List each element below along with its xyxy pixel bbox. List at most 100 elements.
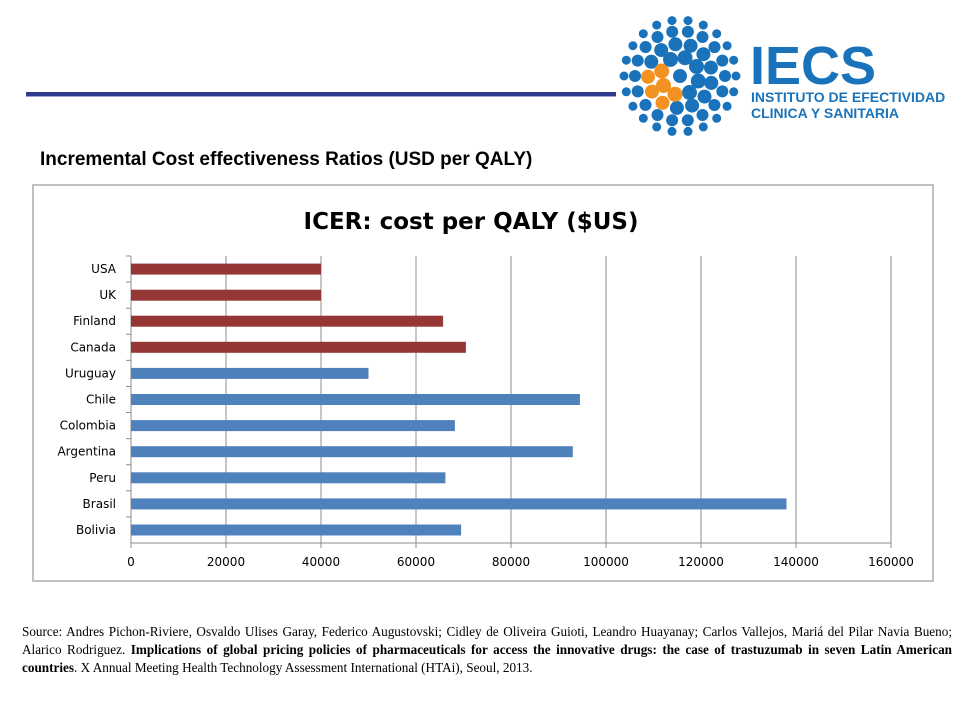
category-label: Bolivia	[76, 523, 116, 537]
logo-dot	[669, 100, 684, 115]
chart-frame: ICER: cost per QALY ($US) 0 20000 40000 6000…	[32, 184, 934, 582]
x-tick-label: 160000	[868, 555, 914, 569]
x-tick-label: 20000	[207, 555, 245, 569]
bar-peru	[131, 472, 446, 484]
logo-dot	[644, 54, 659, 69]
logo-dot	[697, 89, 712, 104]
logo-dot	[683, 38, 698, 53]
logo-dot	[696, 31, 709, 43]
category-label: Peru	[89, 471, 116, 485]
logo-dot	[621, 87, 631, 97]
logo-line-1: INSTITUTO DE EFECTIVIDAD	[751, 89, 945, 105]
logo-dot	[716, 85, 729, 98]
bar-finland	[131, 315, 444, 327]
logo-dot	[621, 55, 631, 65]
category-label: Canada	[70, 340, 116, 354]
x-tick-label: 140000	[773, 555, 819, 569]
logo-dot	[681, 114, 694, 127]
logo-dot	[638, 113, 648, 123]
logo-dot	[668, 37, 683, 52]
bar-argentina	[131, 446, 573, 458]
logo-dot	[651, 109, 664, 121]
logo-dot	[673, 69, 687, 83]
x-tick-label: 80000	[492, 555, 530, 569]
iecs-logo: IECS INSTITUTO DE EFECTIVIDAD CLINICA Y …	[619, 16, 945, 136]
bar-uk	[131, 289, 321, 301]
logo-dot	[712, 113, 722, 123]
logo-dot	[663, 52, 678, 67]
chart-title: ICER: cost per QALY ($US)	[304, 209, 639, 235]
logo-dot	[655, 95, 670, 110]
logo-dot	[708, 99, 721, 111]
category-label: UK	[99, 288, 117, 302]
logo-dot	[704, 75, 719, 90]
source-venue: . X Annual Meeting Health Technology Ass…	[74, 660, 533, 675]
logo-dot	[683, 16, 693, 26]
source-title: Implications of global pricing policies …	[22, 642, 953, 675]
logo-dot	[683, 126, 693, 136]
logo-dot	[703, 60, 718, 75]
logo-dot	[619, 71, 629, 81]
category-label: Argentina	[57, 445, 116, 459]
logo-dot	[667, 16, 677, 26]
logo-line-2: CLINICA Y SANITARIA	[751, 105, 899, 121]
logo-dot	[638, 29, 648, 39]
icer-bar-chart: ICER: cost per QALY ($US) 0 20000 40000 6000…	[57, 209, 914, 569]
logo-dot	[682, 85, 697, 100]
bar-colombia	[131, 420, 455, 432]
logo-dot	[645, 84, 659, 99]
logo-dot	[698, 122, 708, 132]
x-tick-label: 0	[127, 555, 135, 569]
logo-dot	[677, 50, 693, 66]
x-tick-label: 60000	[397, 555, 435, 569]
logo-dot	[641, 69, 655, 84]
category-label: Brasil	[83, 497, 116, 511]
bar-uruguay	[131, 367, 369, 379]
logo-dot	[652, 122, 662, 132]
logo-dot	[685, 98, 700, 113]
logo-name: IECS	[750, 36, 876, 96]
logo-dot	[719, 70, 731, 82]
category-label: Chile	[86, 393, 116, 407]
logo-dot	[681, 25, 694, 38]
source-citation: Source: Andres Pichon-Riviere, Osvaldo U…	[22, 623, 952, 677]
logo-dot	[729, 55, 739, 65]
logo-dot	[651, 31, 664, 43]
logo-dot	[667, 126, 677, 136]
source-authors: Source: Andres Pichon-Riviere, Osvaldo U…	[22, 624, 952, 657]
category-label: Uruguay	[65, 366, 116, 380]
logo-dot	[667, 86, 683, 102]
logo-dot	[652, 20, 662, 30]
logo-dot	[729, 87, 739, 97]
slide-title: Incremental Cost effectiveness Ratios (U…	[40, 149, 533, 170]
logo-dot	[722, 41, 732, 51]
logo-dot	[722, 101, 732, 111]
logo-dot	[639, 98, 652, 111]
logo-dot	[654, 63, 670, 79]
logo-dot	[712, 29, 722, 39]
logo-dot	[690, 73, 706, 89]
logo-dot	[654, 43, 669, 58]
bar-usa	[131, 263, 321, 275]
logo-dot	[689, 59, 704, 74]
category-label: USA	[91, 262, 117, 276]
logo-dot	[716, 54, 729, 67]
x-tick-label: 40000	[302, 555, 340, 569]
bar-brasil	[131, 498, 787, 510]
bar-canada	[131, 341, 466, 353]
logo-dot	[698, 20, 708, 30]
category-label: Finland	[73, 314, 116, 328]
logo-dot	[696, 109, 709, 121]
logo-dot	[629, 70, 641, 82]
x-tick-label: 120000	[678, 555, 724, 569]
logo-dot	[628, 41, 638, 51]
logo-dot	[639, 41, 652, 53]
bar-chile	[131, 394, 580, 405]
logo-dot	[708, 41, 721, 54]
header-divider	[26, 92, 616, 97]
logo-dot	[631, 54, 644, 67]
logo-dot	[666, 25, 679, 38]
logo-dot	[731, 71, 741, 81]
x-tick-label: 100000	[583, 555, 629, 569]
logo-dot	[666, 114, 679, 127]
